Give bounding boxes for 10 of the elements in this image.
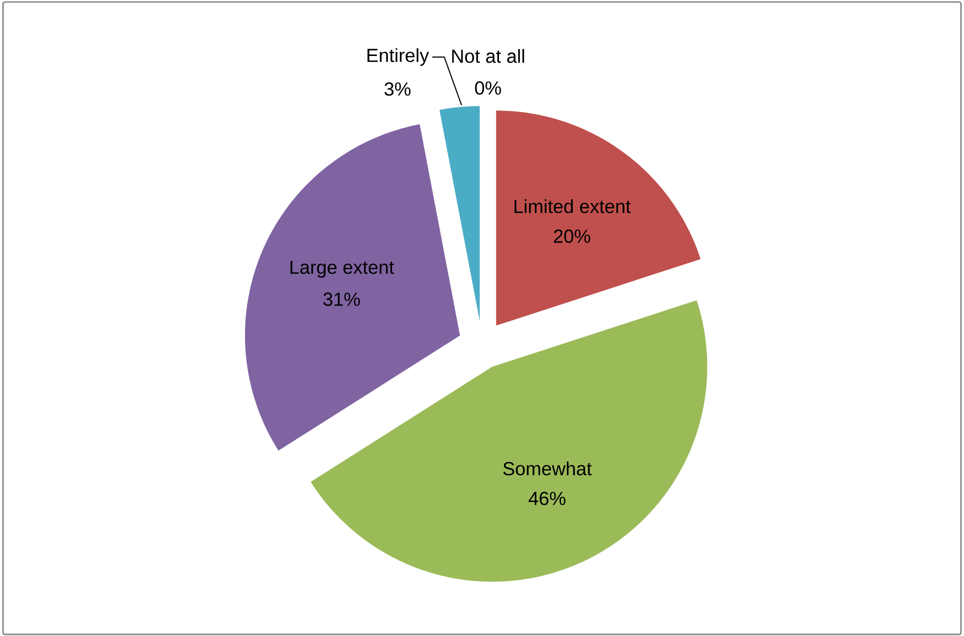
data-label: 3% bbox=[384, 82, 411, 96]
slice-label: Entirely bbox=[368, 48, 430, 66]
data-label: 46% bbox=[528, 492, 566, 506]
text: 0% bbox=[475, 81, 502, 95]
data-label: 20% bbox=[554, 230, 590, 243]
category-label: Not at all bbox=[452, 49, 524, 63]
slice-label: Large extent bbox=[290, 260, 394, 278]
data-label: 31% bbox=[323, 292, 360, 306]
slice-label: Limited extent bbox=[514, 199, 631, 214]
slice-label: Somewhat bbox=[503, 461, 592, 476]
